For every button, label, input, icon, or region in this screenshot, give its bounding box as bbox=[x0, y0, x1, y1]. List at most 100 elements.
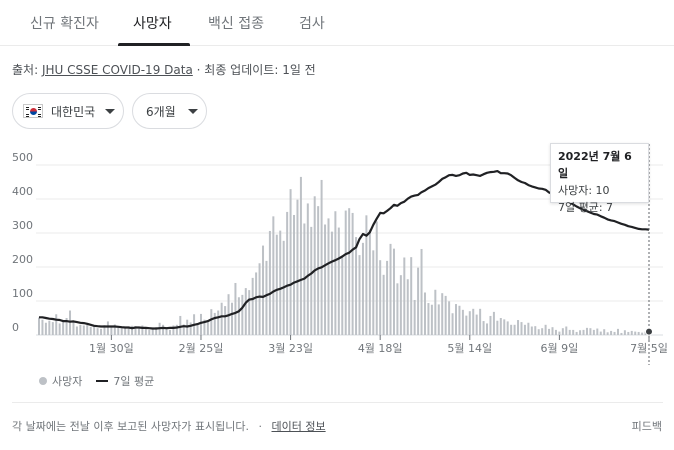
bar bbox=[575, 331, 578, 335]
bar bbox=[637, 331, 640, 335]
bar bbox=[237, 297, 240, 335]
bar bbox=[606, 332, 609, 335]
bar bbox=[451, 313, 454, 335]
chart-tooltip: 2022년 7월 6일 사망자: 10 7일 평균: 7 bbox=[550, 143, 649, 214]
bar bbox=[175, 324, 178, 335]
chart-hover bbox=[645, 144, 653, 365]
bar bbox=[224, 306, 227, 335]
country-select[interactable]: 대한민국 bbox=[12, 93, 124, 129]
tab-tests[interactable]: 검사 bbox=[299, 16, 325, 32]
bar bbox=[417, 267, 420, 335]
bar bbox=[131, 325, 134, 335]
bar bbox=[410, 257, 413, 335]
bar bbox=[151, 328, 154, 335]
bar bbox=[324, 224, 327, 335]
hover-point bbox=[645, 327, 653, 336]
source-link[interactable]: JHU CSSE COVID-19 Data bbox=[41, 63, 193, 77]
deaths-chart[interactable]: 0 100 200 300 400 500 1월 30일 2월 25일 3월 23일 4월 18일… bbox=[0, 140, 674, 370]
bar bbox=[199, 313, 202, 335]
legend-bar-label: 사망자 bbox=[52, 375, 83, 388]
x-tick-label: 6월 9일 bbox=[541, 341, 579, 355]
bar bbox=[486, 323, 489, 335]
bar bbox=[65, 318, 68, 335]
footer-separator: · bbox=[258, 420, 263, 433]
bar bbox=[148, 329, 151, 335]
bar bbox=[641, 332, 644, 335]
bar bbox=[455, 304, 458, 335]
bar bbox=[523, 324, 526, 335]
x-tick-label: 5월 14일 bbox=[447, 341, 492, 355]
bar bbox=[213, 312, 216, 335]
bar bbox=[403, 257, 406, 335]
period-select[interactable]: 6개월 bbox=[132, 93, 207, 129]
bar bbox=[124, 328, 127, 335]
bar bbox=[137, 328, 140, 335]
bar bbox=[420, 248, 423, 335]
bar bbox=[513, 324, 516, 335]
bar bbox=[565, 326, 568, 335]
feedback-link[interactable]: 피드백 bbox=[631, 420, 662, 433]
last-updated: 최종 업데이트: 1일 전 bbox=[204, 63, 316, 77]
active-tab-indicator bbox=[118, 43, 190, 46]
bar bbox=[568, 329, 571, 335]
bar bbox=[51, 322, 54, 335]
bar bbox=[230, 302, 233, 335]
bar bbox=[58, 323, 61, 335]
x-tick-label: 4월 18일 bbox=[358, 341, 403, 355]
bar bbox=[110, 326, 113, 335]
footer-note-text: 각 날짜에는 전날 이후 보고된 사망자가 표시됩니다. bbox=[12, 420, 249, 433]
y-tick-label: 200 bbox=[12, 253, 33, 266]
bar bbox=[93, 325, 96, 335]
bar bbox=[320, 179, 323, 335]
tab-vaccinations[interactable]: 백신 접종 bbox=[208, 16, 264, 32]
bar bbox=[492, 311, 495, 335]
bar bbox=[623, 330, 626, 335]
bar bbox=[392, 248, 395, 335]
bar bbox=[255, 272, 258, 335]
bar bbox=[561, 328, 564, 335]
bar bbox=[520, 322, 523, 335]
chart-average-line bbox=[39, 170, 650, 330]
bar bbox=[72, 321, 75, 335]
bar bbox=[368, 229, 371, 335]
bar bbox=[127, 328, 130, 335]
bar bbox=[299, 176, 302, 335]
bar bbox=[341, 255, 344, 335]
bar bbox=[210, 309, 213, 335]
bar bbox=[489, 315, 492, 335]
country-select-label: 대한민국 bbox=[51, 104, 96, 119]
bar bbox=[506, 321, 509, 335]
y-tick-label: 500 bbox=[12, 151, 33, 164]
bar bbox=[558, 331, 561, 335]
bar bbox=[479, 308, 482, 335]
bar bbox=[103, 325, 106, 335]
tab-deaths[interactable]: 사망자 bbox=[133, 16, 172, 32]
bar bbox=[496, 320, 499, 335]
bar bbox=[217, 310, 220, 335]
bar bbox=[251, 277, 254, 335]
bar bbox=[423, 292, 426, 335]
bar bbox=[482, 321, 485, 335]
bar bbox=[144, 327, 147, 335]
bar bbox=[596, 328, 599, 335]
bar bbox=[337, 227, 340, 335]
bar bbox=[286, 211, 289, 335]
bar bbox=[610, 330, 613, 335]
bar bbox=[310, 226, 313, 335]
bar bbox=[117, 327, 120, 335]
bar bbox=[89, 326, 92, 335]
bar bbox=[168, 329, 171, 335]
bar bbox=[330, 231, 333, 335]
tab-new-cases[interactable]: 신규 확진자 bbox=[30, 16, 99, 32]
bar bbox=[134, 326, 137, 335]
x-tick-label: 2월 25일 bbox=[179, 341, 224, 355]
tab-bar: 신규 확진자 사망자 백신 접종 검사 bbox=[0, 0, 674, 46]
x-tick-label: 1월 30일 bbox=[89, 341, 134, 355]
bar bbox=[189, 322, 192, 335]
bar bbox=[386, 260, 389, 335]
bar bbox=[579, 330, 582, 335]
bar bbox=[472, 308, 475, 335]
period-select-label: 6개월 bbox=[146, 104, 176, 119]
data-info-link[interactable]: 데이터 정보 bbox=[271, 420, 326, 433]
chevron-down-icon bbox=[105, 108, 116, 114]
